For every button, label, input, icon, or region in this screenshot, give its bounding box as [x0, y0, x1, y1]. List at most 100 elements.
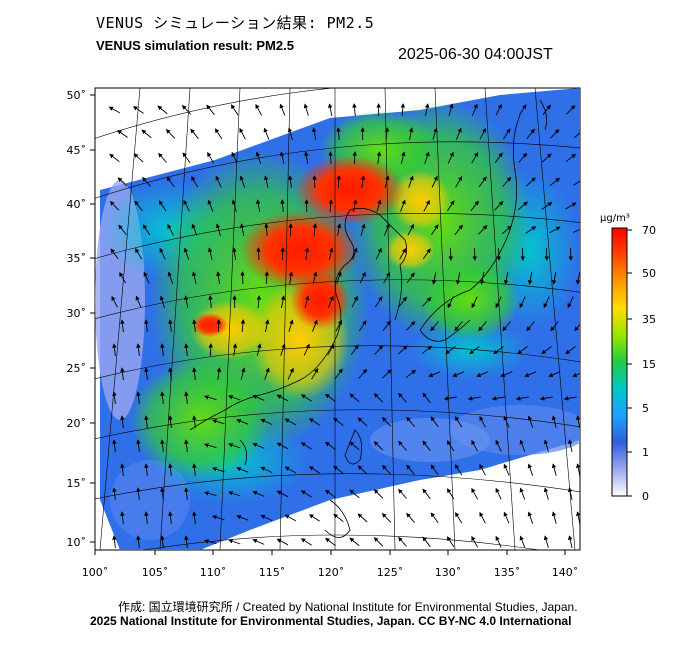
wind-arrow: [325, 537, 336, 546]
wind-arrow: [551, 415, 557, 428]
wind-arrow: [527, 272, 533, 285]
wind-arrow: [543, 439, 549, 452]
credit-line-1: 作成: 国立環境研究所 / Created by National Instit…: [118, 600, 578, 614]
wind-arrow: [575, 511, 580, 524]
wind-arrow: [240, 319, 246, 333]
wind-arrow: [527, 415, 534, 428]
lat-tick-label: 45˚: [67, 144, 87, 157]
wind-arrow: [215, 175, 222, 188]
wind-arrow: [260, 514, 273, 522]
wind-arrow: [551, 511, 557, 524]
wind-arrow: [304, 247, 310, 260]
wind-arrow: [252, 490, 265, 497]
wind-arrow: [334, 368, 343, 380]
wind-arrow: [491, 396, 505, 401]
wind-arrow: [526, 128, 535, 139]
wind-arrow: [573, 129, 580, 139]
wind-arrow: [160, 391, 165, 404]
wind-arrow: [192, 319, 197, 332]
wind-arrow: [376, 199, 382, 212]
wind-arrow: [470, 200, 479, 211]
wind-arrow: [467, 396, 481, 401]
wind-arrow: [431, 224, 439, 236]
wind-arrow: [228, 395, 241, 401]
wind-arrow: [374, 344, 384, 355]
wind-arrow: [430, 512, 439, 524]
wind-arrow: [495, 535, 502, 548]
wind-arrow: [300, 538, 312, 546]
wind-arrow: [452, 371, 465, 378]
wind-arrow: [455, 176, 463, 188]
wind-arrow: [192, 511, 197, 524]
wind-arrow: [181, 105, 192, 115]
lon-tick-label: 135˚: [494, 566, 521, 579]
wind-arrow: [428, 371, 441, 378]
wind-arrow: [136, 439, 141, 452]
wind-arrow: [422, 488, 431, 500]
wind-arrow: [204, 443, 217, 449]
wind-arrow: [252, 442, 265, 449]
wind-arrow: [503, 511, 510, 524]
wind-arrow: [132, 106, 144, 114]
wind-arrow: [118, 224, 127, 235]
wind-arrow: [352, 151, 357, 165]
wind-arrow: [471, 296, 478, 309]
wind-arrow: [312, 175, 317, 189]
lat-tick-label: 30˚: [67, 307, 87, 320]
wind-arrow: [142, 224, 151, 236]
colorbar-tick-label: 70: [642, 224, 656, 237]
wind-arrow: [300, 490, 312, 498]
wind-arrow: [495, 487, 502, 500]
wind-arrow: [260, 466, 273, 474]
wind-arrow: [284, 466, 297, 474]
wind-arrow: [406, 272, 415, 284]
wind-arrow: [565, 346, 576, 355]
wind-arrow: [325, 489, 336, 498]
wind-arrow: [182, 152, 191, 164]
wind-arrow: [160, 487, 165, 500]
wind-arrow: [443, 396, 457, 401]
wind-arrow: [208, 295, 213, 309]
wind-arrow: [563, 396, 577, 401]
wind-arrow: [206, 104, 215, 115]
wind-arrow: [478, 225, 488, 235]
wind-arrow: [447, 296, 454, 309]
wind-arrow: [430, 416, 439, 428]
wind-arrow: [308, 418, 320, 426]
wind-arrow: [518, 152, 528, 163]
wind-arrow: [304, 151, 309, 164]
wind-arrow: [230, 104, 239, 116]
wind-arrow: [192, 463, 197, 476]
wind-arrow: [136, 535, 141, 548]
wind-arrow: [192, 415, 197, 428]
wind-arrow: [165, 129, 176, 139]
wind-arrow: [136, 487, 141, 500]
wind-arrow: [207, 199, 214, 212]
wind-arrow: [503, 128, 511, 140]
wind-arrow: [142, 176, 151, 187]
wind-arrow: [422, 536, 431, 548]
wind-arrow: [264, 319, 270, 332]
wind-arrow: [239, 223, 245, 236]
wind-arrow: [479, 463, 486, 476]
wind-arrow: [517, 346, 528, 355]
wind-arrow: [136, 343, 141, 356]
wind-arrow: [184, 535, 189, 548]
wind-arrow: [276, 538, 289, 546]
wind-arrow: [406, 416, 415, 427]
wind-arrow: [159, 247, 166, 260]
wind-arrow: [430, 321, 439, 332]
wind-arrow: [525, 177, 536, 187]
wind-arrow: [575, 463, 580, 476]
longitude-axis: 100˚ 105˚ 110˚ 115˚ 120˚ 125˚ 130˚ 135˚ 140˚: [82, 550, 578, 579]
wind-arrow: [216, 367, 222, 380]
wind-arrow: [336, 271, 342, 284]
wind-arrow: [349, 489, 360, 499]
wind-arrow: [502, 321, 511, 332]
colorbar-tick-label: 50: [642, 267, 656, 280]
wind-arrow: [471, 487, 478, 500]
wind-arrow: [144, 319, 149, 332]
wind-arrow: [574, 323, 580, 332]
lat-tick-label: 25˚: [67, 362, 87, 375]
wind-arrow: [572, 372, 580, 378]
